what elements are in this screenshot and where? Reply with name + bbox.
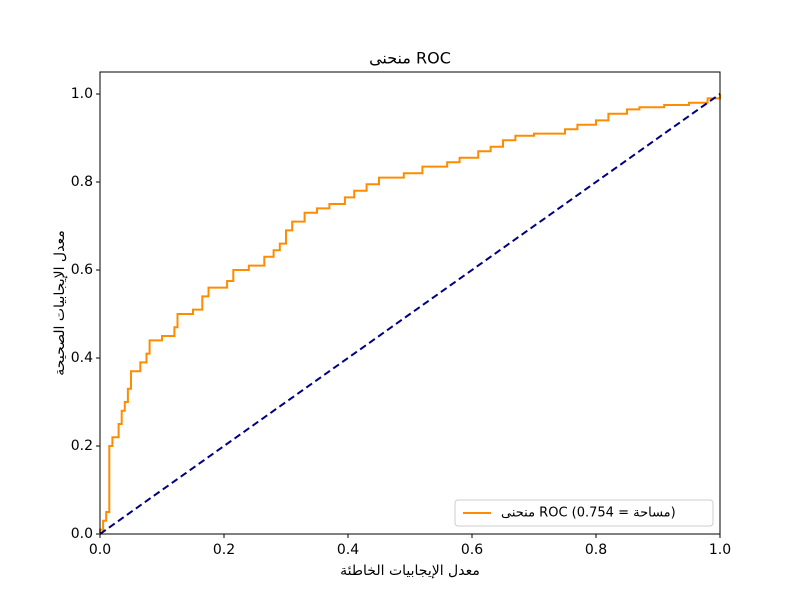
legend-box: [454, 499, 714, 527]
chart-title: منحنى ROC: [369, 49, 451, 68]
x-tick-label: 0.8: [585, 542, 607, 558]
x-tick-label: 0.4: [337, 542, 359, 558]
x-tick-label: 0.0: [89, 542, 111, 558]
y-tick-label: 1.0: [71, 86, 93, 102]
y-tick-label: 0.0: [71, 526, 93, 542]
y-tick-label: 0.6: [71, 262, 93, 278]
plot-frame: [99, 71, 721, 535]
x-axis-label: معدل الإيجابيات الخاطئة: [340, 563, 480, 579]
x-tick-label: 0.6: [461, 542, 483, 558]
y-tick-label: 0.2: [71, 438, 93, 454]
line-series: [99, 93, 721, 535]
x-tick-label: 0.2: [213, 542, 235, 558]
x-tick-label: 1.0: [709, 542, 731, 558]
y-tick-label: 0.8: [71, 174, 93, 190]
y-axis-label: معدل الإيجابيات الصحيحة: [52, 230, 68, 375]
legend-label: منحنى ROC (مساحة = 0.754): [501, 506, 676, 521]
y-tick-label: 0.4: [71, 350, 93, 366]
line-series: [99, 94, 721, 534]
